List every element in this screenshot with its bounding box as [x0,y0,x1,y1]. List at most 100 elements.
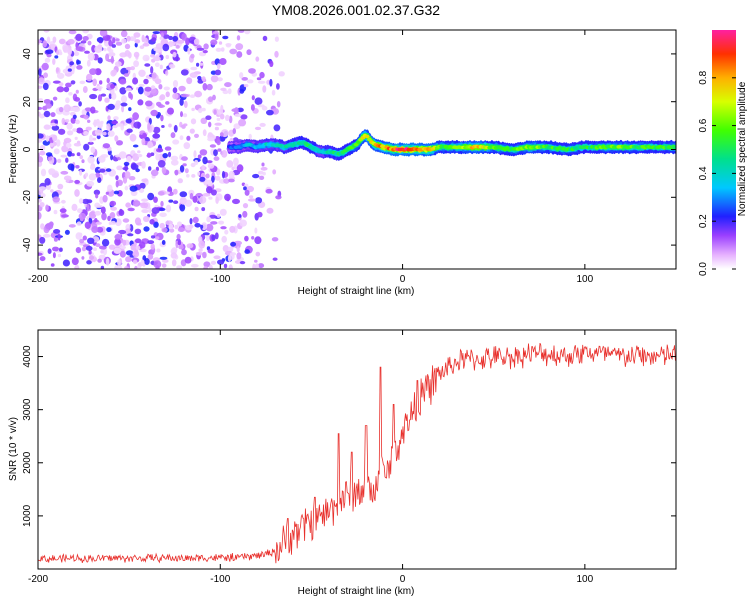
noise-speck [120,245,126,250]
noise-speck [89,255,94,260]
noise-speck [236,35,241,41]
noise-speck [91,226,99,233]
colorbar-tick-label: 0.4 [698,166,709,180]
noise-speck [181,156,188,161]
noise-speck [105,53,110,62]
noise-speck [257,170,264,175]
noise-speck [56,86,65,93]
noise-speck [156,248,161,253]
noise-speck [161,263,167,268]
noise-speck [218,220,225,225]
noise-speck [225,43,231,48]
noise-speck [70,80,76,85]
noise-speck [224,114,230,121]
noise-speck [160,32,164,38]
noise-speck [45,103,52,109]
noise-speck [266,109,274,116]
noise-speck [87,119,91,124]
noise-speck [150,88,159,96]
noise-speck [171,159,179,166]
noise-speck [132,153,140,162]
noise-speck [99,245,107,250]
noise-speck [39,202,45,208]
noise-speck [180,93,189,98]
noise-speck [135,245,141,251]
noise-speck [43,124,52,130]
noise-speck [256,77,262,81]
noise-speck [256,211,263,218]
noise-speck [213,255,221,260]
noise-speck [119,79,127,85]
noise-speck [111,120,119,125]
noise-speck [53,237,58,242]
noise-speck [78,198,84,204]
noise-speck [189,192,194,200]
colorbar-label: Normalized spectral amplitude [737,81,748,216]
noise-speck [126,35,131,42]
noise-speck [216,213,221,218]
noise-speck [83,114,89,120]
noise-speck [58,38,66,45]
noise-speck [202,251,207,259]
noise-speck [181,249,187,256]
noise-speck [178,85,186,92]
noise-speck [233,123,241,130]
colorbar-tick-label: 0.6 [698,118,709,132]
noise-speck [52,246,59,252]
noise-speck [209,214,217,219]
noise-speck [75,119,80,125]
x-tick-label: 0 [400,574,406,585]
noise-speck [168,123,172,128]
noise-speck [226,160,234,168]
noise-speck [45,222,54,230]
noise-speck [235,43,244,51]
noise-speck [238,119,247,127]
noise-speck [86,260,92,265]
noise-speck [147,192,155,201]
noise-speck [89,93,98,100]
noise-speck [155,43,163,50]
noise-speck [124,43,131,50]
noise-speck [210,75,219,83]
noise-speck [236,246,240,253]
noise-speck [197,171,201,176]
noise-speck [159,64,163,70]
x-tick-label: -200 [28,574,48,585]
noise-speck [181,33,187,41]
noise-speck [129,133,137,142]
noise-speck [53,229,61,234]
noise-speck [172,139,180,145]
noise-speck [72,106,81,113]
noise-speck [234,113,242,118]
noise-speck [229,253,235,260]
noise-speck [90,106,96,114]
noise-speck [105,258,110,266]
noise-speck [190,118,197,125]
noise-speck [59,247,63,252]
noise-speck [207,163,215,169]
noise-speck [254,263,260,269]
noise-speck [95,193,99,199]
noise-speck [66,178,70,183]
noise-speck [208,196,213,200]
noise-speck [110,206,117,211]
noise-speck [184,256,192,264]
noise-speck [167,151,172,158]
noise-speck [74,179,80,184]
x-tick-label: -100 [210,274,230,285]
noise-speck [128,107,132,112]
noise-speck [93,119,97,128]
noise-speck [177,221,182,227]
noise-speck [190,162,196,168]
noise-speck [141,198,149,202]
noise-speck [200,224,204,229]
noise-speck [259,175,265,180]
noise-speck [46,184,51,190]
noise-speck [226,196,230,202]
noise-speck [222,35,229,40]
colorbar-tick-label: 0.2 [698,214,709,228]
noise-speck [137,86,144,95]
noise-speck [52,252,56,259]
noise-speck [186,174,190,178]
